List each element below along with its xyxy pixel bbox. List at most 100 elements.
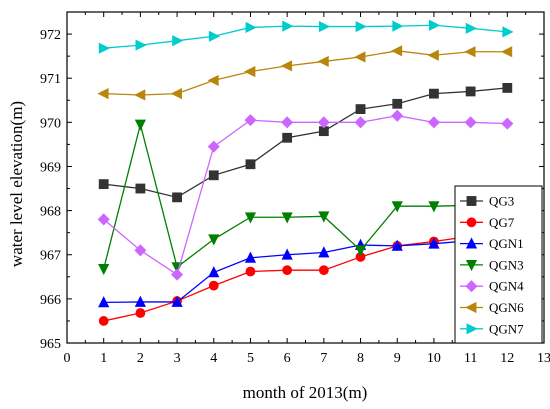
data-point-qgn1	[428, 237, 440, 249]
data-point-qgn7	[135, 39, 147, 51]
data-point-qgn6	[354, 51, 366, 63]
legend-marker-qgn3	[465, 259, 478, 272]
data-point-qgn6	[427, 49, 439, 61]
series-qg3	[98, 83, 513, 203]
data-point-qgn4	[281, 116, 294, 129]
x-tick-label: 12	[500, 351, 514, 366]
data-point-qgn7	[245, 21, 257, 34]
data-point-qg7	[318, 265, 329, 276]
y-tick-label: 965	[40, 337, 61, 352]
data-point-qgn3	[318, 211, 330, 223]
data-point-qgn4	[207, 140, 220, 153]
legend-item-qgn4: QGN4	[460, 279, 524, 294]
x-tick-label: 1	[100, 351, 107, 366]
data-point-qgn3	[208, 234, 220, 246]
legend-box	[454, 185, 543, 344]
legend-item-qg7: QG7	[460, 215, 515, 230]
data-point-qgn7	[502, 26, 514, 38]
data-point-qgn6	[390, 45, 403, 57]
data-point-qgn7	[98, 42, 110, 54]
data-point-qg3	[135, 183, 146, 194]
data-point-qg3	[245, 159, 256, 170]
data-point-qgn4	[244, 114, 257, 127]
data-point-qgn6	[280, 60, 293, 72]
series-qgn4	[97, 109, 514, 281]
legend-label-qg7: QG7	[489, 215, 515, 230]
data-point-qgn4	[171, 268, 184, 281]
plot-layer	[97, 19, 514, 326]
series-line-qgn3	[103, 124, 508, 270]
data-point-qgn7	[282, 20, 294, 32]
data-point-qgn6	[207, 74, 219, 86]
data-point-qgn1	[244, 251, 257, 263]
x-tick-label: 13	[537, 351, 550, 366]
y-tick-label: 968	[40, 205, 61, 220]
axes-layer: 0 1 2 3 4 5 6 7 8 9 10 11 12 139659669679689699709719…	[40, 11, 550, 366]
data-point-qgn1	[98, 296, 110, 308]
series-line-qgn7	[103, 24, 508, 49]
data-point-qgn7	[355, 20, 367, 33]
legend-label-qgn4: QGN4	[489, 279, 524, 294]
data-point-qgn4	[391, 109, 404, 122]
data-point-qgn4	[501, 117, 514, 130]
x-tick-label: 10	[427, 351, 441, 366]
x-tick-label: 8	[357, 351, 364, 366]
data-point-qgn4	[354, 116, 367, 129]
legend-label-qgn6: QGN6	[489, 300, 524, 315]
data-point-qgn4	[427, 116, 440, 129]
data-point-qgn4	[317, 116, 330, 129]
x-tick-label: 11	[464, 351, 477, 366]
series-qg7	[98, 228, 513, 326]
data-point-qgn3	[134, 119, 146, 131]
data-point-qgn1	[391, 239, 403, 251]
legend-marker-qgn7	[466, 323, 478, 335]
series-qgn3	[98, 119, 513, 276]
y-axis-label: water level elevation(m)	[7, 101, 26, 267]
legend-marker-qgn1	[465, 237, 478, 249]
series-line-qgn1	[103, 234, 508, 304]
data-point-qgn7	[172, 35, 184, 47]
x-tick-label: 0	[64, 351, 71, 366]
data-point-qgn7	[429, 19, 441, 31]
data-point-qgn7	[208, 30, 221, 42]
data-point-qg3	[208, 170, 219, 181]
y-tick-label: 972	[40, 28, 61, 43]
legend-item-qgn7: QGN7	[460, 321, 524, 336]
legend-label-qgn1: QGN1	[489, 236, 524, 251]
data-point-qgn6	[244, 65, 256, 78]
x-tick-label: 6	[284, 351, 291, 366]
x-axis-label: month of 2013(m)	[243, 383, 368, 402]
data-point-qg3	[355, 104, 366, 114]
y-tick-label: 971	[40, 72, 61, 87]
data-point-qgn3	[391, 201, 403, 213]
x-tick-label: 2	[137, 351, 144, 366]
x-tick-label: 3	[174, 351, 181, 366]
data-point-qg7	[135, 308, 146, 318]
series-qgn1	[98, 228, 513, 308]
data-point-qg7	[282, 265, 293, 276]
legend-label-qgn3: QGN3	[489, 257, 524, 272]
legend-marker-qg7	[466, 217, 477, 228]
x-tick-label: 9	[394, 351, 401, 366]
data-point-qgn4	[97, 213, 110, 226]
data-point-qgn1	[281, 248, 293, 260]
data-point-qg7	[208, 280, 219, 291]
series-line-qgn6	[103, 50, 508, 96]
data-point-qgn6	[134, 89, 146, 101]
series-line-qgn4	[103, 115, 508, 276]
data-point-qgn6	[464, 46, 476, 58]
legend-marker-qgn6	[465, 301, 477, 314]
data-point-qg3	[429, 88, 439, 99]
legend-item-qg3: QG3	[460, 194, 514, 209]
data-point-qgn3	[98, 263, 110, 276]
legend-item-qgn6: QGN6	[460, 300, 524, 315]
data-point-qgn6	[501, 46, 513, 58]
data-point-qgn4	[464, 116, 477, 129]
legend-label-qgn7: QGN7	[489, 321, 524, 336]
data-point-qgn1	[318, 246, 330, 258]
data-point-qgn1	[134, 295, 146, 307]
data-point-qgn3	[428, 201, 440, 213]
data-point-qgn4	[134, 244, 147, 257]
series-qgn6	[97, 45, 513, 101]
series-qgn7	[98, 19, 514, 54]
